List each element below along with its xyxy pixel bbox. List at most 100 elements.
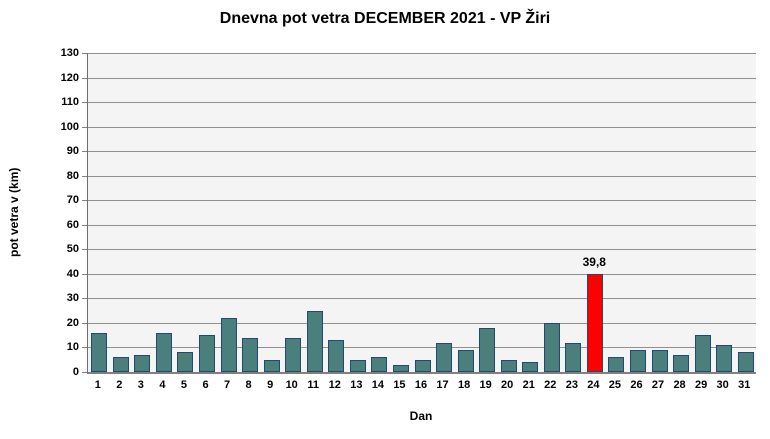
y-tick-label: 120	[60, 71, 79, 84]
y-tick-label: 60	[66, 218, 79, 231]
x-tick-label: 1	[94, 379, 101, 391]
gridline	[88, 200, 756, 202]
x-tick-label: 5	[180, 379, 188, 391]
x-tick-label: 27	[651, 379, 665, 391]
bar-day-22	[543, 323, 560, 372]
gridline	[88, 347, 756, 349]
bar-day-25	[608, 357, 625, 372]
x-tick-label: 18	[457, 379, 471, 391]
y-tick-mark	[82, 77, 87, 79]
y-tick-mark	[82, 249, 87, 251]
x-tick-label: 8	[245, 379, 252, 391]
bar-day-10	[285, 338, 302, 372]
x-tick-label: 16	[414, 379, 428, 391]
x-tick-label: 13	[350, 379, 363, 391]
bar-day-6	[199, 335, 216, 372]
x-tick-label: 25	[608, 379, 622, 391]
bar-day-12	[328, 340, 345, 372]
y-tick-label: 100	[60, 120, 79, 133]
x-tick-label: 21	[522, 379, 535, 391]
gridline	[88, 151, 756, 153]
bar-day-26	[629, 350, 646, 372]
gridline	[88, 224, 756, 226]
y-tick-mark	[82, 347, 87, 349]
bar-day-23	[565, 343, 582, 372]
bar-day-14	[371, 357, 388, 372]
y-tick-label: 90	[66, 145, 79, 158]
y-tick-mark	[82, 151, 87, 153]
bar-day-27	[651, 350, 668, 372]
y-tick-mark	[82, 175, 87, 177]
y-tick-mark	[82, 53, 87, 54]
bar-day-18	[457, 350, 474, 372]
bar-day-11	[306, 311, 323, 372]
y-tick-label: 130	[60, 47, 79, 59]
y-tick-label: 80	[66, 169, 79, 182]
y-tick-mark	[82, 224, 87, 226]
y-tick-label: 20	[66, 316, 79, 329]
gridline	[88, 53, 756, 54]
x-tick-label: 7	[223, 379, 231, 391]
bar-day-7	[220, 318, 237, 372]
y-tick-mark	[82, 322, 87, 324]
bar-day-31	[737, 352, 754, 372]
x-tick-label: 15	[393, 379, 406, 391]
x-axis-title: Dan	[409, 409, 433, 423]
bar-day-16	[414, 360, 431, 372]
y-tick-label: 50	[66, 243, 79, 256]
x-tick-label: 23	[565, 379, 578, 391]
x-tick-label: 12	[328, 379, 341, 391]
gridline	[88, 175, 756, 177]
x-tick-label: 6	[202, 379, 209, 391]
y-tick-mark	[82, 273, 87, 275]
x-tick-label: 31	[738, 379, 751, 391]
bar-day-1	[91, 333, 108, 372]
x-tick-label: 2	[116, 379, 123, 391]
x-tick-label: 4	[159, 379, 166, 391]
bar-day-21	[522, 362, 539, 372]
bar-day-24	[586, 274, 603, 372]
y-tick-mark	[82, 126, 87, 128]
x-tick-label: 20	[501, 379, 514, 391]
chart-title: Dnevna pot vetra DECEMBER 2021 - VP Žiri	[219, 10, 551, 27]
bar-day-19	[479, 328, 496, 372]
bar-day-20	[500, 360, 517, 372]
y-tick-label: 0	[72, 366, 79, 378]
bar-day-3	[134, 355, 151, 372]
x-tick-label: 26	[630, 379, 643, 391]
x-tick-label: 11	[307, 379, 320, 391]
highlight-value-label: 39,8	[582, 255, 606, 270]
bar-day-15	[392, 365, 409, 372]
bar-day-5	[177, 352, 194, 372]
bar-day-4	[155, 333, 172, 372]
gridline	[88, 273, 756, 275]
x-tick-label: 19	[479, 379, 492, 391]
y-tick-label: 40	[66, 267, 79, 280]
x-tick-label: 3	[137, 379, 144, 391]
bar-day-8	[242, 338, 259, 372]
gridline	[88, 77, 756, 79]
bar-day-28	[673, 355, 690, 372]
x-tick-label: 10	[285, 379, 298, 391]
bar-day-9	[263, 360, 280, 372]
bar-day-30	[716, 345, 733, 372]
x-tick-label: 14	[371, 379, 385, 391]
y-tick-label: 10	[66, 341, 79, 354]
y-tick-label: 110	[61, 96, 79, 109]
y-tick-mark	[82, 298, 87, 300]
gridline	[88, 102, 756, 104]
x-tick-label: 17	[436, 379, 449, 391]
bar-day-29	[694, 335, 711, 372]
y-tick-label: 30	[66, 292, 79, 305]
bar-day-2	[112, 357, 129, 372]
x-tick-label: 24	[587, 379, 600, 391]
y-tick-mark	[82, 102, 87, 104]
x-tick-label: 29	[694, 379, 708, 391]
plot-area	[87, 53, 756, 374]
x-tick-label: 9	[267, 379, 274, 391]
x-tick-label: 22	[544, 379, 557, 391]
y-tick-label: 70	[66, 194, 79, 207]
y-tick-mark	[82, 372, 87, 373]
bar-day-13	[349, 360, 366, 372]
